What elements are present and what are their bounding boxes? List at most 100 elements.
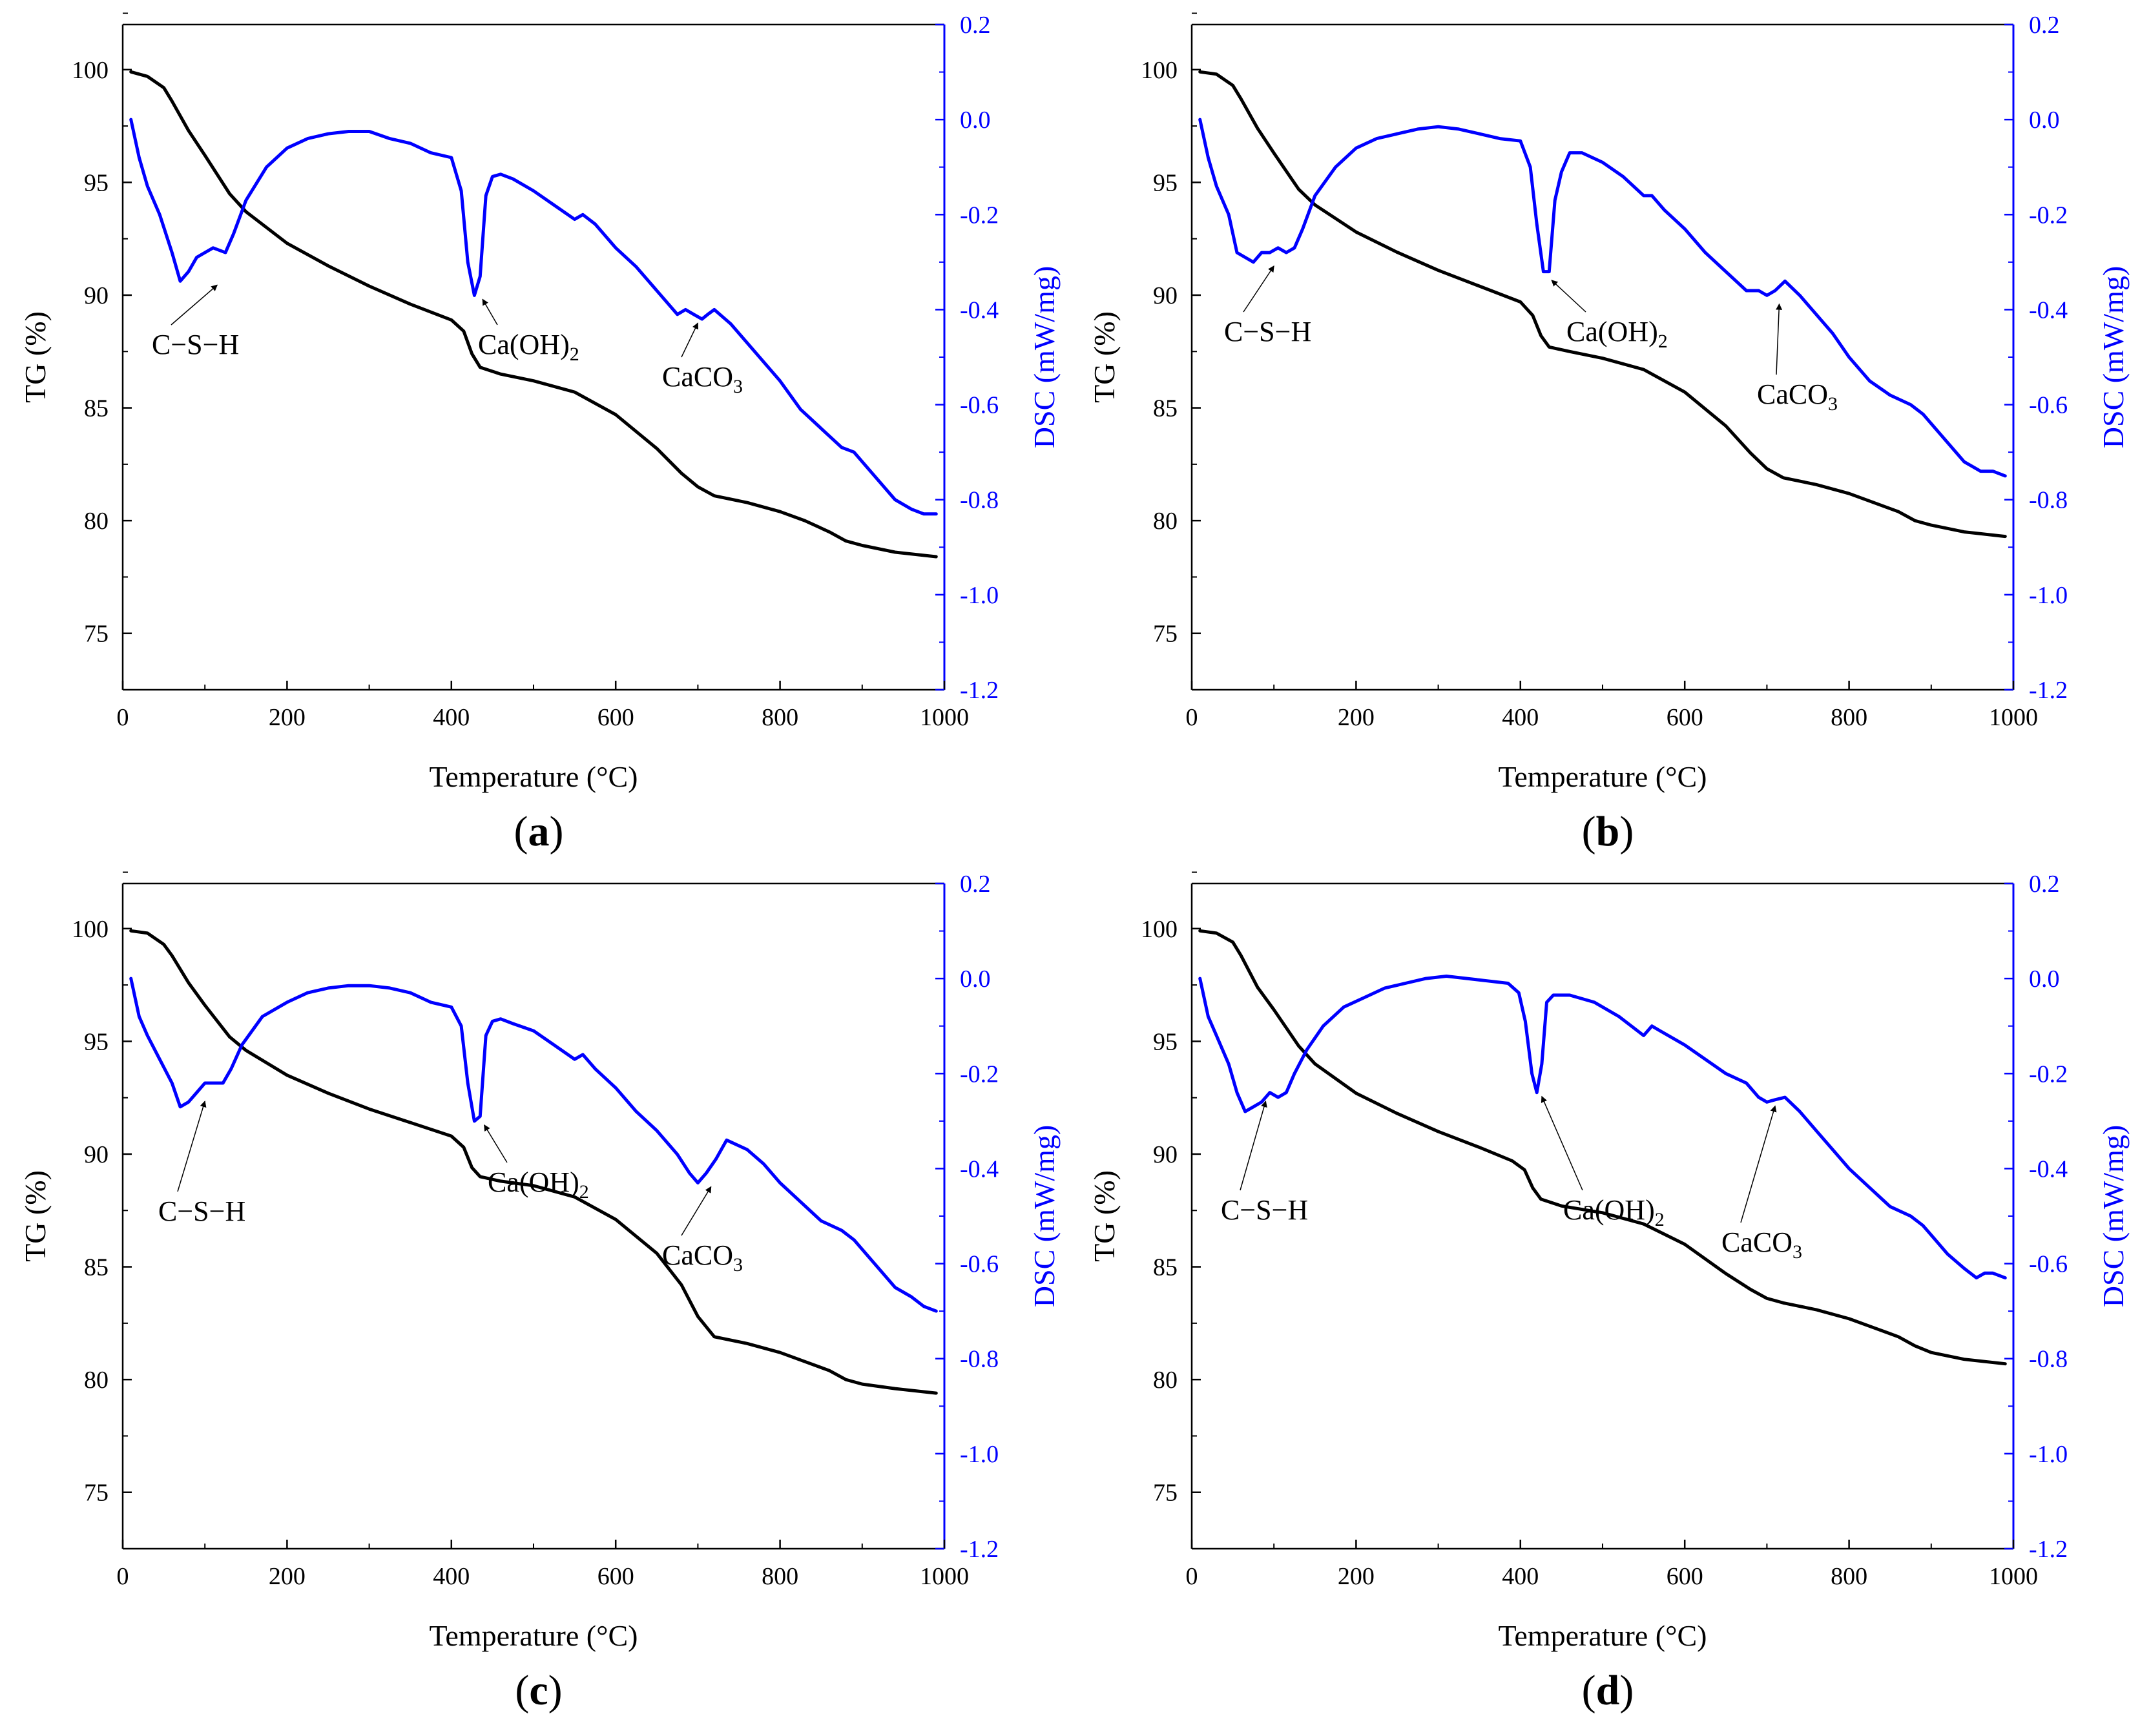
dsc-curve — [1198, 975, 2007, 1280]
left-tick-label: 80 — [1153, 508, 1178, 535]
annotation-arrow — [1541, 1095, 1583, 1191]
x-axis-title: Temperature (°C) — [430, 760, 638, 793]
right-tick-label: -1.2 — [2029, 677, 2068, 704]
left-axis-title: TG (%) — [1088, 1170, 1121, 1262]
x-tick-label: 1000 — [920, 704, 969, 731]
right-tick-label: -0.6 — [2029, 1251, 2068, 1278]
left-tick-label: 80 — [84, 508, 109, 535]
left-tick-label: 100 — [72, 57, 109, 84]
annotation-arrow — [1240, 1100, 1267, 1191]
left-tick-label: 100 — [72, 916, 109, 943]
chart-a: 0 200 400 600 800 1000 Temperature (°C) 75 80 85 9… — [19, 12, 1061, 793]
annotation-label: CaCO3 — [1721, 1226, 1802, 1263]
right-tick-label: 0.2 — [2029, 12, 2060, 39]
panel-label-d: (d) — [1581, 1667, 1634, 1714]
right-tick-label: -0.2 — [960, 202, 999, 229]
annotation-arrow — [1243, 265, 1274, 313]
right-tick-label: -0.2 — [960, 1060, 999, 1088]
panel-c: 0 200 400 600 800 1000 Temperature (°C) 75 80 85 9… — [0, 859, 1061, 1718]
right-tick-label: -0.4 — [2029, 1155, 2068, 1183]
right-tick-label: 0.0 — [2029, 966, 2060, 993]
annotation-arrow — [681, 322, 699, 358]
panel-label-b: (b) — [1581, 808, 1634, 855]
chart-d: 0 200 400 600 800 1000 Temperature (°C) 75 80 85 9… — [1088, 871, 2130, 1652]
annotation-label: Ca(OH)2 — [1563, 1194, 1665, 1230]
right-tick-label: 0.0 — [960, 107, 991, 134]
left-tick-label: 85 — [1153, 1254, 1178, 1281]
right-tick-label: -0.8 — [2029, 487, 2068, 514]
annotation-label: CaCO3 — [662, 1239, 743, 1276]
left-tick-label: 75 — [1153, 621, 1178, 648]
annotation-arrow — [1740, 1105, 1777, 1223]
x-tick-label: 400 — [1502, 1563, 1539, 1590]
x-tick-label: 0 — [1186, 704, 1198, 731]
x-tick-label: 200 — [269, 1563, 306, 1590]
x-tick-label: 200 — [1338, 704, 1375, 731]
x-tick-label: 0 — [1186, 1563, 1198, 1590]
annotation-arrow — [171, 284, 218, 326]
x-tick-label: 800 — [1831, 704, 1867, 731]
chart-c: 0 200 400 600 800 1000 Temperature (°C) 75 80 85 9… — [19, 871, 1061, 1652]
x-tick-label: 400 — [1502, 704, 1539, 731]
right-tick-label: -1.2 — [960, 677, 999, 704]
left-axis-title: TG (%) — [19, 1170, 52, 1262]
left-tick-label: 90 — [1153, 1141, 1178, 1168]
x-tick-label: 1000 — [1989, 1563, 2038, 1590]
left-tick-label: 90 — [1153, 282, 1178, 309]
right-tick-label: -0.8 — [960, 1346, 999, 1373]
x-tick-label: 200 — [1338, 1563, 1375, 1590]
x-tick-label: 0 — [117, 1563, 129, 1590]
left-tick-label: 90 — [84, 282, 109, 309]
annotation-label: CaCO3 — [1757, 378, 1838, 415]
left-tick-label: 100 — [1141, 916, 1178, 943]
x-tick-label: 0 — [117, 704, 129, 731]
left-tick-label: 75 — [1153, 1480, 1178, 1507]
x-axis-title: Temperature (°C) — [1499, 760, 1707, 793]
annotation-label: C−S−H — [1224, 316, 1311, 347]
right-tick-label: -1.0 — [2029, 582, 2068, 609]
left-tick-label: 90 — [84, 1141, 109, 1168]
annotation-label: CaCO3 — [662, 361, 743, 397]
tg-curve — [129, 929, 938, 1395]
panel-b: 0 200 400 600 800 1000 Temperature (°C) 75 80 85 9… — [1069, 0, 2130, 859]
x-tick-label: 1000 — [1989, 704, 2038, 731]
x-tick-label: 800 — [762, 704, 798, 731]
annotation-label: C−S−H — [158, 1195, 245, 1227]
annotation-arrow — [681, 1186, 712, 1236]
annotation-arrow — [482, 298, 498, 326]
right-tick-label: -1.0 — [960, 582, 999, 609]
left-tick-label: 95 — [1153, 169, 1178, 196]
tg-curve — [129, 70, 938, 559]
x-tick-label: 400 — [433, 1563, 470, 1590]
x-tick-label: 400 — [433, 704, 470, 731]
right-tick-label: -0.8 — [960, 487, 999, 514]
annotation-label: C−S−H — [1221, 1194, 1308, 1226]
annotation-arrow — [177, 1100, 207, 1192]
tg-curve — [1198, 70, 2007, 539]
right-tick-label: 0.2 — [960, 871, 991, 898]
right-tick-label: -0.6 — [2029, 392, 2068, 419]
tg-curve — [1198, 929, 2007, 1366]
x-tick-label: 800 — [1831, 1563, 1867, 1590]
right-tick-label: 0.2 — [960, 12, 991, 39]
left-axis-title: TG (%) — [1088, 311, 1121, 403]
dsc-curve — [1198, 118, 2007, 478]
left-tick-label: 85 — [84, 1254, 109, 1281]
left-tick-label: 75 — [84, 621, 109, 648]
right-tick-label: -0.8 — [2029, 1346, 2068, 1373]
annotation-label: Ca(OH)2 — [1566, 316, 1668, 352]
left-axis-title: TG (%) — [19, 311, 52, 403]
right-tick-label: -1.0 — [960, 1441, 999, 1468]
right-tick-label: -0.6 — [960, 392, 999, 419]
right-axis-title: DSC (mW/mg) — [2097, 266, 2130, 448]
x-axis-title: Temperature (°C) — [1499, 1619, 1707, 1652]
left-tick-label: 85 — [84, 395, 109, 422]
left-tick-label: 85 — [1153, 395, 1178, 422]
right-tick-label: -0.4 — [960, 1155, 999, 1183]
panel-d: 0 200 400 600 800 1000 Temperature (°C) 75 80 85 9… — [1069, 859, 2130, 1718]
annotation-label: Ca(OH)2 — [478, 329, 579, 365]
right-tick-label: -0.4 — [2029, 296, 2068, 324]
left-tick-label: 80 — [84, 1367, 109, 1394]
panel-label-a: (a) — [514, 808, 564, 855]
